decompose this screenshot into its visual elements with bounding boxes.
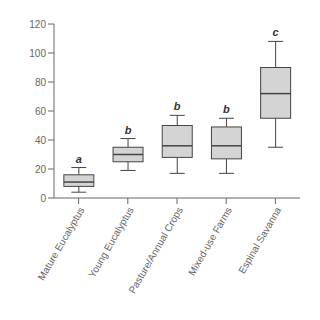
svg-text:b: b (125, 124, 132, 136)
svg-text:b: b (223, 103, 230, 115)
svg-text:a: a (76, 153, 82, 165)
svg-text:80: 80 (35, 77, 47, 88)
svg-text:b: b (174, 100, 181, 112)
svg-text:20: 20 (35, 164, 47, 175)
svg-text:40: 40 (35, 135, 47, 146)
svg-text:Pasture/Annual Crops: Pasture/Annual Crops (126, 205, 184, 295)
svg-text:c: c (273, 26, 279, 38)
svg-text:120: 120 (29, 19, 46, 30)
svg-text:Espinal Savanna: Espinal Savanna (236, 205, 283, 276)
svg-text:0: 0 (40, 193, 46, 204)
svg-text:Young Eucalyptus: Young Eucalyptus (86, 205, 135, 280)
svg-text:60: 60 (35, 106, 47, 117)
svg-text:Mixed-use Farms: Mixed-use Farms (186, 205, 234, 277)
svg-text:Mature Eucalyptus: Mature Eucalyptus (36, 205, 87, 282)
svg-text:100: 100 (29, 48, 46, 59)
